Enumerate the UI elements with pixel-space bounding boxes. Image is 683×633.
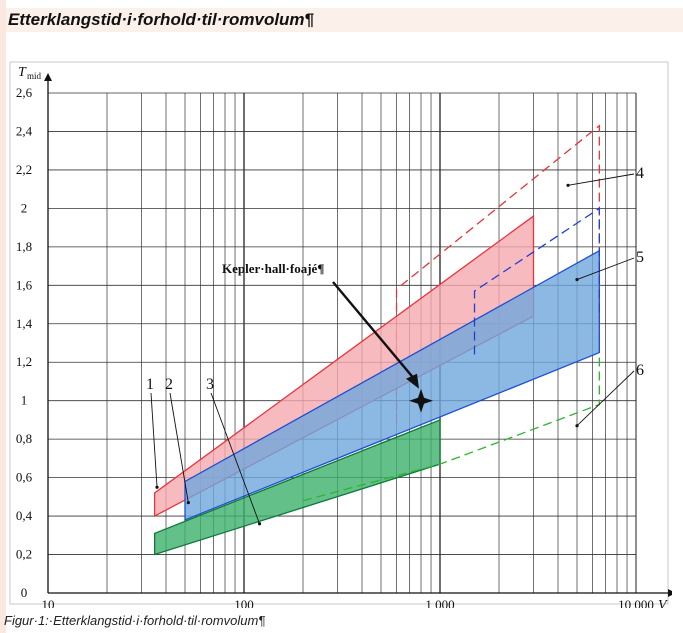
callout-label-1: 1 bbox=[146, 376, 154, 393]
y-tick-label: 0,8 bbox=[16, 431, 32, 446]
callout-label-6: 6 bbox=[636, 362, 644, 379]
callout-dot-6 bbox=[575, 424, 579, 428]
x-tick-label: 10 bbox=[42, 597, 55, 608]
reverberation-chart: 0 0,2 0,4 0,6 0,8 1 1,2 1,4 1,6 1,8 2 2,2 2,4 2,6 10 10… bbox=[9, 61, 676, 613]
y-tick-label: 1,2 bbox=[16, 354, 32, 369]
y-tick-label: 2,4 bbox=[16, 123, 33, 138]
x-axis-label: V bbox=[658, 598, 668, 608]
y-tick-label: 1,6 bbox=[16, 277, 33, 292]
y-axis-arrow bbox=[44, 73, 52, 81]
y-tick-label: 0,4 bbox=[16, 508, 33, 523]
x-axis-arrow bbox=[668, 589, 676, 597]
region-5-dashed-outline bbox=[473, 207, 600, 355]
y-tick-label: 1,4 bbox=[16, 316, 33, 331]
label-layer: 0 0,2 0,4 0,6 0,8 1 1,2 1,4 1,6 1,8 2 2,2 2,4 2,6 10 10… bbox=[16, 65, 668, 613]
y-tick-label: 0 bbox=[21, 585, 28, 600]
callout-dot-2 bbox=[186, 501, 190, 505]
annotation-label: Kepler·hall·foajé¶ bbox=[222, 261, 324, 276]
kepler-hall-marker bbox=[409, 388, 434, 413]
y-tick-label: 2 bbox=[21, 200, 28, 215]
page-heading: Etterklangstid·i·forhold·til·romvolum¶ bbox=[6, 8, 683, 32]
annotation-arrow-head bbox=[406, 373, 420, 389]
y-tick-label: 2,6 bbox=[16, 85, 33, 100]
chart-container: 0 0,2 0,4 0,6 0,8 1 1,2 1,4 1,6 1,8 2 2,2 2,4 2,6 10 10… bbox=[8, 60, 676, 613]
callout-dot-4 bbox=[566, 183, 570, 187]
axis-layer bbox=[44, 73, 676, 597]
y-tick-label: 1 bbox=[21, 393, 28, 408]
callout-leader-3 bbox=[210, 392, 260, 524]
region-3 bbox=[153, 418, 441, 556]
callout-label-5: 5 bbox=[636, 249, 644, 266]
y-axis-label-subscript: mid bbox=[27, 71, 42, 81]
callout-dot-1 bbox=[155, 485, 159, 489]
x-tick-label: 1 000 bbox=[425, 597, 454, 608]
callout-leader-5 bbox=[576, 257, 635, 280]
callout-dot-3 bbox=[257, 522, 262, 526]
figure-caption: Figur·1:·Etterklangstid·i·forhold·til·ro… bbox=[4, 613, 266, 628]
y-tick-label: 0,6 bbox=[16, 470, 33, 485]
x-tick-label: 100 bbox=[234, 597, 254, 608]
y-axis-label: T bbox=[18, 65, 27, 80]
callout-leader-1 bbox=[150, 392, 158, 488]
callout-label-3: 3 bbox=[206, 376, 214, 393]
callout-label-2: 2 bbox=[165, 376, 173, 393]
region-layer bbox=[153, 124, 600, 556]
y-tick-label: 2,2 bbox=[16, 162, 32, 177]
annotation-arrow-line bbox=[332, 281, 415, 380]
callout-leader-6 bbox=[576, 370, 635, 427]
region-6-dashed-outline bbox=[302, 352, 600, 502]
y-tick-label: 0,2 bbox=[16, 547, 32, 562]
y-tick-label: 1,8 bbox=[16, 239, 32, 254]
callout-label-4: 4 bbox=[636, 165, 644, 182]
chart-frame-border bbox=[9, 61, 669, 605]
callout-dot-5 bbox=[575, 277, 579, 282]
callout-leader-2 bbox=[169, 392, 189, 503]
callout-leader-4 bbox=[567, 173, 635, 186]
x-tick-label: 10 000 bbox=[618, 597, 654, 608]
margin-marker bbox=[0, 0, 6, 633]
